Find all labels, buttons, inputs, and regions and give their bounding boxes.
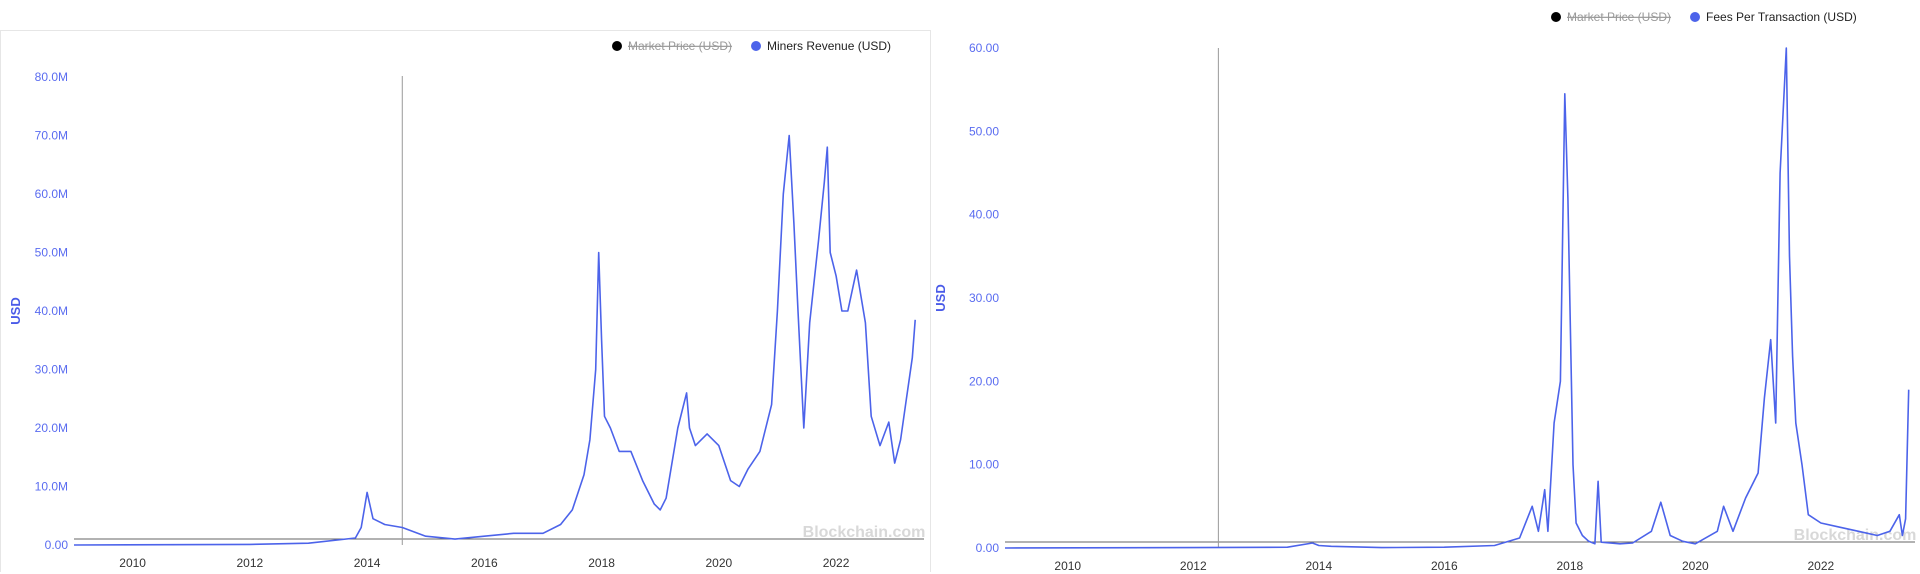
y-tick-label: 80.0M <box>35 70 68 84</box>
legend-label: Market Price (USD) <box>1567 10 1671 24</box>
x-tick-label: 2022 <box>823 556 850 570</box>
legend-item-active[interactable]: Fees Per Transaction (USD) <box>1690 10 1857 24</box>
y-tick-label: 0.00 <box>45 538 69 552</box>
x-tick-label: 2016 <box>471 556 498 570</box>
y-tick-label: 40.0M <box>35 304 68 318</box>
legend-dot-icon <box>1551 12 1561 22</box>
x-tick-label: 2012 <box>1180 559 1207 573</box>
x-tick-label: 2020 <box>705 556 732 570</box>
x-tick-label: 2014 <box>1305 559 1332 573</box>
y-tick-label: 10.0M <box>35 480 68 494</box>
y-tick-label: 50.0M <box>35 246 68 260</box>
legend-item-hidden[interactable]: Market Price (USD) <box>612 39 732 53</box>
legend-item-hidden[interactable]: Market Price (USD) <box>1551 10 1671 24</box>
x-tick-label: 2010 <box>1054 559 1081 573</box>
y-tick-label: 40.00 <box>969 208 999 222</box>
y-axis-title: USD <box>8 297 23 324</box>
legend-label: Miners Revenue (USD) <box>767 39 891 53</box>
legend-label: Market Price (USD) <box>628 39 732 53</box>
y-tick-label: 0.00 <box>976 541 1000 555</box>
legend-dot-icon <box>751 41 762 51</box>
x-tick-label: 2010 <box>119 556 146 570</box>
legend-dot-icon <box>1690 12 1701 22</box>
y-tick-label: 30.00 <box>969 291 999 305</box>
y-tick-label: 60.0M <box>35 187 68 201</box>
watermark-text: Blockchain.com <box>803 524 926 541</box>
fees-per-transaction-chart: 0.00 10.00 20.00 30.00 40.00 50.00 60.00 2010 20… <box>933 10 1917 573</box>
series-line <box>73 134 916 546</box>
chart-frame <box>0 30 931 572</box>
x-tick-label: 2020 <box>1682 559 1709 573</box>
y-tick-label: 30.0M <box>35 363 68 377</box>
y-tick-label: 60.00 <box>969 41 999 55</box>
watermark-text: Blockchain.com <box>1794 527 1917 544</box>
x-tick-label: 2012 <box>237 556 264 570</box>
y-tick-label: 50.00 <box>969 124 999 138</box>
y-axis-title: USD <box>933 284 948 311</box>
series-line <box>1004 47 1910 549</box>
x-tick-label: 2016 <box>1431 559 1458 573</box>
chart-panel-miners-revenue: 0.00 10.0M 20.0M 30.0M 40.0M 50.0M 60.0M 70.0M 8… <box>0 0 934 574</box>
y-tick-label: 70.0M <box>35 129 68 143</box>
legend-item-active[interactable]: Miners Revenue (USD) <box>751 39 891 53</box>
x-tick-label: 2014 <box>354 556 381 570</box>
legend-label: Fees Per Transaction (USD) <box>1706 10 1857 24</box>
chart-panel-fees-per-transaction: 0.00 10.00 20.00 30.00 40.00 50.00 60.00 2010 20… <box>933 0 1920 574</box>
x-tick-label: 2018 <box>588 556 615 570</box>
x-tick-label: 2018 <box>1556 559 1583 573</box>
miners-revenue-chart: 0.00 10.0M 20.0M 30.0M 40.0M 50.0M 60.0M 70.0M 8… <box>8 39 926 570</box>
y-tick-label: 20.0M <box>35 421 68 435</box>
y-tick-label: 20.00 <box>969 374 999 388</box>
legend-dot-icon <box>612 41 622 51</box>
x-tick-label: 2022 <box>1808 559 1835 573</box>
y-tick-label: 10.00 <box>969 458 999 472</box>
